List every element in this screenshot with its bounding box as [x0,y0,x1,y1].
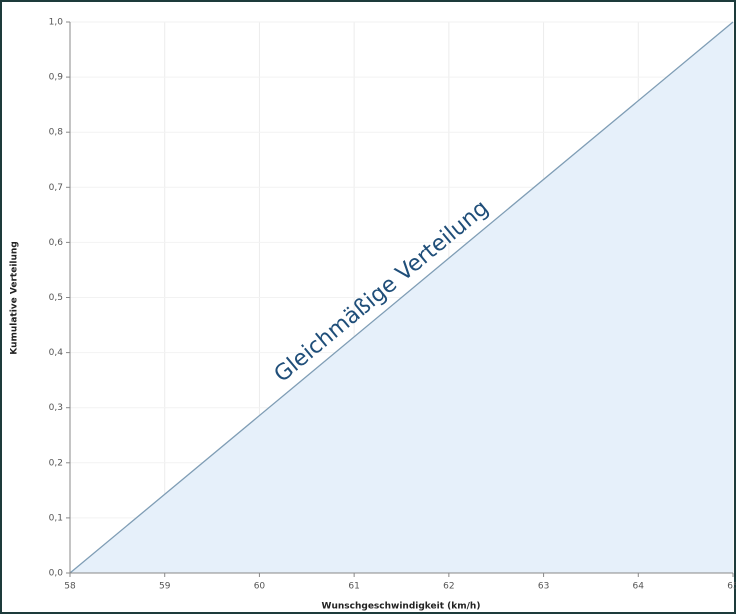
x-tick-label: 58 [64,582,76,592]
y-tick-label: 0,1 [49,513,63,523]
y-tick-label: 0,2 [49,458,63,468]
y-axis-title: Kumulative Verteilung [10,241,20,355]
x-tick-label: 63 [538,582,549,592]
y-tick-label: 0,8 [49,128,64,138]
x-axis-title: Wunschgeschwindigkeit (km/h) [322,602,481,612]
x-tick-label: 59 [159,582,171,592]
x-tick-label: 62 [443,582,454,592]
y-tick-label: 0,9 [49,73,64,83]
y-tick-label: 0,4 [49,348,64,358]
x-tick-label: 65 [727,582,736,592]
line [69,21,734,574]
y-tick-label: 0,0 [49,569,64,579]
x-tick-label: 61 [348,582,359,592]
x-tick-label: 64 [633,582,645,592]
y-tick-label: 0,5 [49,293,63,303]
y-tick-label: 0,3 [49,403,63,413]
y-tick-label: 0,7 [49,183,63,193]
x-tick-label: 60 [254,582,266,592]
y-tick-label: 1,0 [49,18,64,28]
y-tick-label: 0,6 [49,238,64,248]
